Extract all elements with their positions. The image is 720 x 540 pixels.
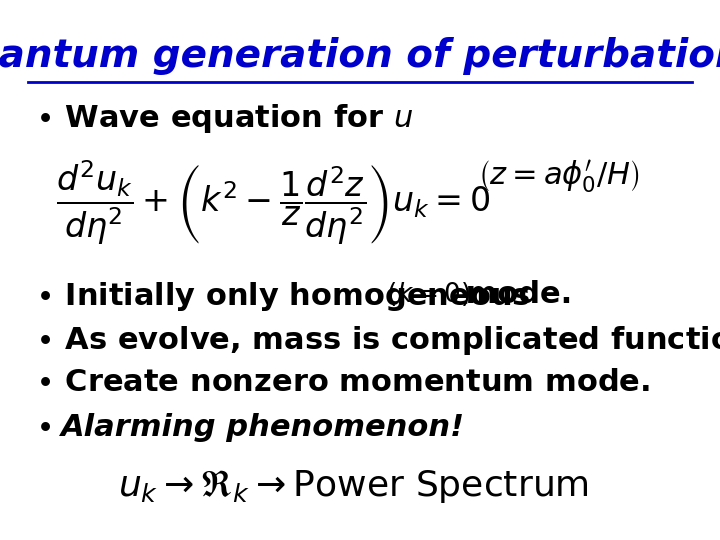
Text: Quantum generation of perturbations:: Quantum generation of perturbations:: [0, 37, 720, 75]
Text: $(k=0)$: $(k=0)$: [386, 280, 471, 308]
Text: $\dfrac{d^2 u_k}{d\eta^2} + \left(k^2 - \dfrac{1}{z}\dfrac{d^2 z}{d\eta^2}\right: $\dfrac{d^2 u_k}{d\eta^2} + \left(k^2 - …: [56, 159, 490, 247]
Text: $\bullet$: $\bullet$: [35, 413, 67, 442]
Text: $\bullet$ Create nonzero momentum mode.: $\bullet$ Create nonzero momentum mode.: [35, 368, 650, 397]
Text: $\left(z = a\phi_0' / H\right)$: $\left(z = a\phi_0' / H\right)$: [477, 159, 639, 196]
Text: Alarming phenomenon!: Alarming phenomenon!: [61, 413, 465, 442]
Text: $u_k \rightarrow \mathfrak{R}_k \rightarrow \mathrm{Power\ Spectrum}$: $u_k \rightarrow \mathfrak{R}_k \rightar…: [118, 468, 589, 505]
Text: $\bullet$ As evolve, mass is complicated function of time.: $\bullet$ As evolve, mass is complicated…: [35, 325, 720, 357]
Text: $\bullet$ Initially only homogeneous: $\bullet$ Initially only homogeneous: [35, 280, 532, 313]
Text: mode.: mode.: [455, 280, 572, 309]
Text: $\bullet$ Wave equation for $u$: $\bullet$ Wave equation for $u$: [35, 102, 413, 134]
